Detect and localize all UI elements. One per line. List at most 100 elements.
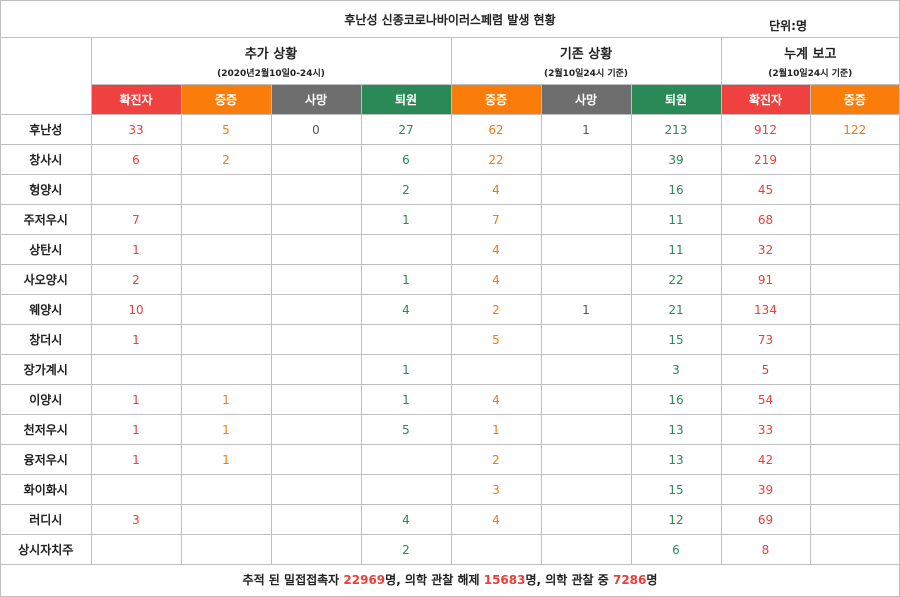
cell-confirmed-added: 1 [90, 324, 182, 355]
cell-death-added [270, 174, 362, 205]
group-title-added: 추가 상황 [244, 47, 298, 62]
cell-discharged-existing: 213 [630, 114, 722, 145]
cell-death-existing [540, 144, 632, 175]
cell-severe-added: 1 [180, 444, 272, 475]
cell-discharged-added [360, 474, 452, 505]
cell-death-added [270, 234, 362, 265]
col-header-death-added: 사망 [270, 84, 362, 115]
cell-confirmed-added: 1 [90, 414, 182, 445]
cell-severe-existing: 7 [450, 204, 542, 235]
region-name: 장가계시 [1, 354, 92, 385]
cell-death-existing [540, 534, 632, 565]
cell-death-added [270, 264, 362, 295]
group-header-added: 추가 상황 (2020년2월10일0-24시) [90, 37, 452, 85]
cell-discharged-added: 4 [360, 504, 452, 535]
cell-discharged-existing: 15 [630, 474, 722, 505]
cell-severe-cumulative [809, 174, 899, 205]
cell-death-added [270, 384, 362, 415]
cell-discharged-existing: 11 [630, 204, 722, 235]
cell-confirmed-cumulative: 912 [720, 114, 811, 145]
cell-severe-added [180, 234, 272, 265]
cell-discharged-added: 1 [360, 354, 452, 385]
table-row: 사오양시 2 1 4 22 91 [1, 264, 899, 295]
under-observation-count: 7286 [612, 572, 647, 587]
cell-severe-cumulative [809, 144, 899, 175]
cell-severe-added: 1 [180, 414, 272, 445]
cell-confirmed-added [90, 534, 182, 565]
table-row: 후난성 33 5 0 27 62 1 213 912 122 [1, 114, 899, 145]
cell-discharged-added: 5 [360, 414, 452, 445]
col-header-discharged-added: 퇴원 [360, 84, 452, 115]
cell-severe-added [180, 174, 272, 205]
cell-confirmed-cumulative: 8 [720, 534, 811, 565]
region-name: 사오양시 [1, 264, 92, 295]
table-row: 웨양시 10 4 2 1 21 134 [1, 294, 899, 325]
cell-death-existing [540, 444, 632, 475]
cell-severe-added [180, 474, 272, 505]
cell-confirmed-cumulative: 73 [720, 324, 811, 355]
cell-discharged-existing: 22 [630, 264, 722, 295]
cell-death-added: 0 [270, 114, 362, 145]
cell-discharged-added [360, 324, 452, 355]
cell-severe-existing: 4 [450, 384, 542, 415]
table-row: 상탄시 1 4 11 32 [1, 234, 899, 265]
cell-death-added [270, 144, 362, 175]
region-name: 상시자치주 [1, 534, 92, 565]
cell-death-added [270, 354, 362, 385]
cell-severe-cumulative: 122 [809, 114, 899, 145]
cell-confirmed-cumulative: 134 [720, 294, 811, 325]
cell-confirmed-cumulative: 5 [720, 354, 811, 385]
region-name: 상탄시 [1, 234, 92, 265]
cell-discharged-added [360, 444, 452, 475]
cell-severe-existing: 4 [450, 504, 542, 535]
col-header-severe-existing: 중증 [450, 84, 542, 115]
cell-severe-cumulative [809, 204, 899, 235]
region-name: 러디시 [1, 504, 92, 535]
cell-severe-existing [450, 354, 542, 385]
cell-confirmed-added: 1 [90, 234, 182, 265]
cell-death-added [270, 504, 362, 535]
cell-discharged-existing: 39 [630, 144, 722, 175]
cell-confirmed-added: 2 [90, 264, 182, 295]
cell-discharged-added: 27 [360, 114, 452, 145]
footer-text-2: 명, 의학 관찰 해제 [385, 572, 484, 587]
cell-death-existing [540, 414, 632, 445]
traced-contacts-count: 22969 [343, 572, 386, 587]
cell-death-existing [540, 504, 632, 535]
cell-confirmed-added: 6 [90, 144, 182, 175]
cell-severe-added [180, 204, 272, 235]
col-header-severe-added: 중증 [180, 84, 272, 115]
region-name: 창더시 [1, 324, 92, 355]
cell-confirmed-added: 33 [90, 114, 182, 145]
cell-severe-cumulative [809, 444, 899, 475]
cell-discharged-added: 1 [360, 384, 452, 415]
cell-severe-added [180, 354, 272, 385]
cell-confirmed-added: 1 [90, 384, 182, 415]
cell-severe-added [180, 504, 272, 535]
cell-severe-existing: 4 [450, 234, 542, 265]
cell-death-existing [540, 354, 632, 385]
cell-confirmed-added [90, 174, 182, 205]
footer-text-4: 명 [646, 572, 658, 587]
cell-severe-added [180, 534, 272, 565]
group-header-existing: 기존 상황 (2월10일24시 기준) [450, 37, 722, 85]
cell-severe-cumulative [809, 384, 899, 415]
cell-severe-cumulative [809, 504, 899, 535]
cell-severe-cumulative [809, 354, 899, 385]
cell-death-existing [540, 384, 632, 415]
group-sub-cumulative: (2월10일24시 기준) [768, 69, 853, 79]
cell-severe-existing: 2 [450, 444, 542, 475]
region-header-blank [1, 37, 92, 115]
cell-confirmed-added [90, 354, 182, 385]
group-title-cumulative: 누계 보고 [784, 47, 837, 62]
table-row: 천저우시 1 1 5 1 13 33 [1, 414, 899, 445]
cell-discharged-existing: 13 [630, 414, 722, 445]
cell-severe-existing: 4 [450, 264, 542, 295]
cell-death-existing [540, 204, 632, 235]
cell-discharged-added: 1 [360, 264, 452, 295]
title-cell: 후난성 신종코로나바이러스페렴 발생 현황 단위:명 [1, 1, 899, 38]
cell-confirmed-added: 7 [90, 204, 182, 235]
cell-discharged-existing: 15 [630, 324, 722, 355]
